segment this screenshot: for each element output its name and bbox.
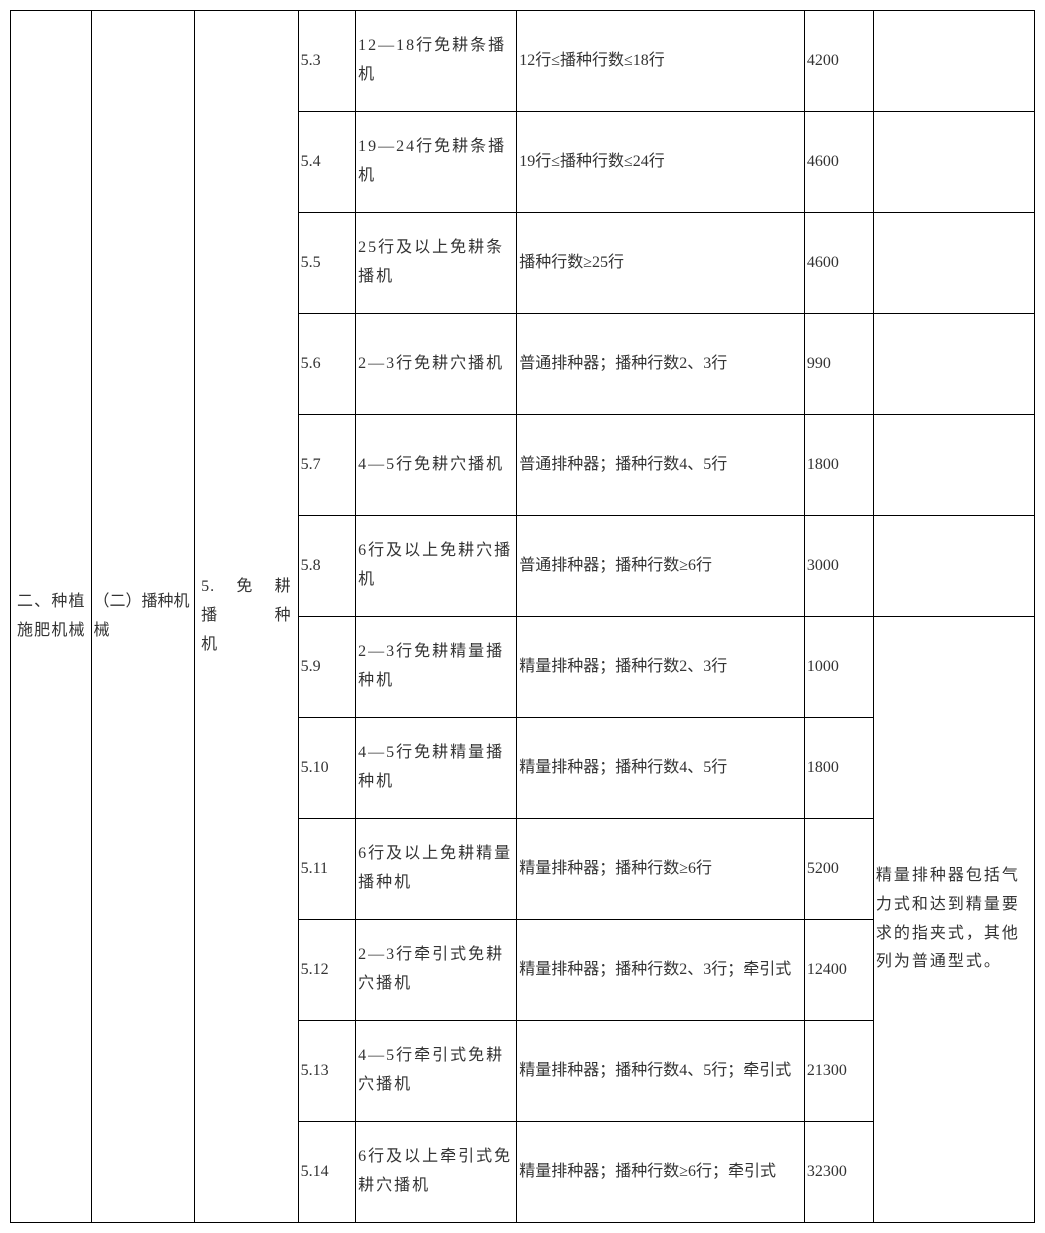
row-name: 2—3行牵引式免耕穴播机 — [356, 920, 517, 1021]
row-name: 19—24行免耕条播机 — [356, 112, 517, 213]
row-id: 5.7 — [298, 415, 356, 516]
row-name: 4—5行免耕穴播机 — [356, 415, 517, 516]
row-id: 5.10 — [298, 718, 356, 819]
row-note — [873, 415, 1034, 516]
row-id: 5.13 — [298, 1021, 356, 1122]
row-name: 4—5行牵引式免耕穴播机 — [356, 1021, 517, 1122]
row-note — [873, 516, 1034, 617]
row-name: 25行及以上免耕条播机 — [356, 213, 517, 314]
row-spec: 普通排种器；播种行数≥6行 — [517, 516, 805, 617]
category-cell: 二、种植施肥机械 — [11, 11, 92, 1223]
row-note — [873, 314, 1034, 415]
row-value: 4600 — [804, 213, 873, 314]
row-id: 5.11 — [298, 819, 356, 920]
row-value: 3000 — [804, 516, 873, 617]
row-spec: 19行≤播种行数≤24行 — [517, 112, 805, 213]
row-value: 12400 — [804, 920, 873, 1021]
row-spec: 精量排种器；播种行数≥6行 — [517, 819, 805, 920]
row-id: 5.9 — [298, 617, 356, 718]
row-id: 5.8 — [298, 516, 356, 617]
row-value: 4200 — [804, 11, 873, 112]
subcategory-cell: （二）播种机械 — [91, 11, 195, 1223]
row-value: 21300 — [804, 1021, 873, 1122]
item-cell: 5.免耕 播种 机 — [195, 11, 299, 1223]
row-spec: 普通排种器；播种行数4、5行 — [517, 415, 805, 516]
row-note-merged: 精量排种器包括气力式和达到精量要求的指夹式，其他列为普通型式。 — [873, 617, 1034, 1223]
table-row: 二、种植施肥机械 （二）播种机械 5.免耕 播种 机 5.3 12—18行免耕条… — [11, 11, 1035, 112]
row-name: 6行及以上免耕精量播种机 — [356, 819, 517, 920]
row-name: 6行及以上牵引式免耕穴播机 — [356, 1122, 517, 1223]
row-spec: 精量排种器；播种行数≥6行；牵引式 — [517, 1122, 805, 1223]
row-id: 5.5 — [298, 213, 356, 314]
row-name: 2—3行免耕穴播机 — [356, 314, 517, 415]
row-note — [873, 11, 1034, 112]
row-id: 5.3 — [298, 11, 356, 112]
row-spec: 12行≤播种行数≤18行 — [517, 11, 805, 112]
item-line: 播种 — [201, 602, 292, 631]
row-id: 5.4 — [298, 112, 356, 213]
row-spec: 播种行数≥25行 — [517, 213, 805, 314]
row-spec: 普通排种器；播种行数2、3行 — [517, 314, 805, 415]
row-value: 1800 — [804, 718, 873, 819]
row-spec: 精量排种器；播种行数4、5行 — [517, 718, 805, 819]
row-id: 5.14 — [298, 1122, 356, 1223]
row-id: 5.12 — [298, 920, 356, 1021]
row-value: 1800 — [804, 415, 873, 516]
row-spec: 精量排种器；播种行数2、3行；牵引式 — [517, 920, 805, 1021]
row-name: 6行及以上免耕穴播机 — [356, 516, 517, 617]
row-value: 32300 — [804, 1122, 873, 1223]
row-spec: 精量排种器；播种行数4、5行；牵引式 — [517, 1021, 805, 1122]
item-line: 5.免耕 — [201, 573, 292, 602]
row-spec: 精量排种器；播种行数2、3行 — [517, 617, 805, 718]
row-note — [873, 213, 1034, 314]
row-name: 4—5行免耕精量播种机 — [356, 718, 517, 819]
row-value: 1000 — [804, 617, 873, 718]
row-value: 4600 — [804, 112, 873, 213]
row-value: 5200 — [804, 819, 873, 920]
row-name: 2—3行免耕精量播种机 — [356, 617, 517, 718]
row-name: 12—18行免耕条播机 — [356, 11, 517, 112]
row-id: 5.6 — [298, 314, 356, 415]
row-note — [873, 112, 1034, 213]
row-value: 990 — [804, 314, 873, 415]
item-line: 机 — [201, 631, 292, 660]
subsidy-table: 二、种植施肥机械 （二）播种机械 5.免耕 播种 机 5.3 12—18行免耕条… — [10, 10, 1035, 1223]
